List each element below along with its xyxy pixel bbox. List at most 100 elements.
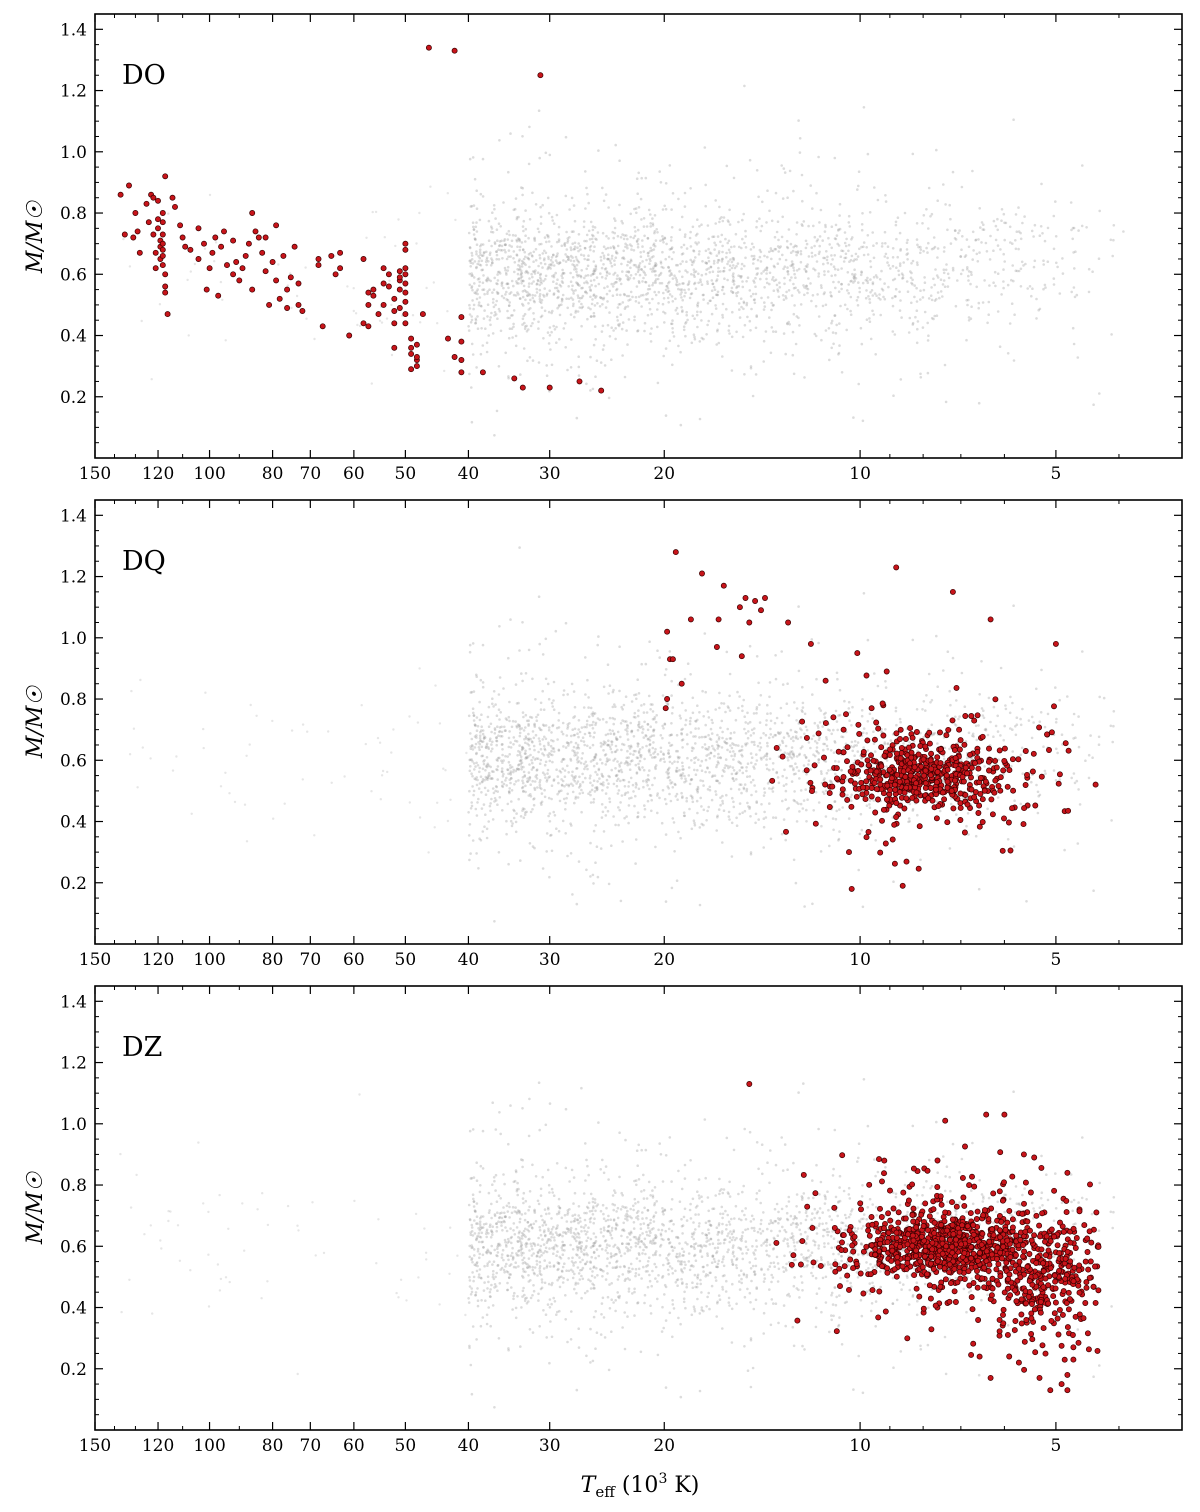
background-point [615, 315, 619, 319]
background-point [896, 255, 899, 259]
background-point [648, 743, 651, 747]
background-point [537, 595, 541, 598]
background-point [614, 823, 617, 827]
background-point [446, 819, 450, 823]
background-point [467, 811, 470, 814]
background-point [695, 788, 699, 791]
background-point [711, 721, 714, 725]
background-point [446, 192, 449, 195]
background-point [833, 800, 837, 803]
background-point [853, 277, 856, 281]
background-point [633, 207, 636, 211]
background-point [527, 236, 530, 240]
background-point [595, 788, 599, 792]
background-point [809, 184, 812, 187]
background-point [561, 758, 564, 761]
data-point [664, 696, 671, 702]
background-point [792, 269, 796, 272]
y-tick-label: 0.6 [60, 265, 87, 285]
background-point [577, 274, 581, 277]
background-point [797, 267, 801, 271]
background-point [584, 274, 588, 278]
background-point [508, 292, 512, 296]
data-point [332, 271, 339, 278]
background-point [550, 330, 553, 334]
background-point [668, 755, 672, 758]
background-point [590, 712, 594, 716]
background-point [1006, 838, 1010, 841]
background-point [737, 274, 740, 278]
background-point [641, 727, 645, 731]
background-point [575, 753, 578, 757]
background-point [781, 197, 785, 200]
background-point [700, 759, 704, 763]
background-point [624, 305, 627, 309]
background-point [801, 685, 804, 689]
background-point [833, 740, 836, 743]
background-point [929, 701, 932, 704]
background-point [619, 768, 623, 772]
background-point [485, 350, 489, 354]
background-point [575, 767, 579, 770]
background-point [599, 361, 603, 364]
background-point [594, 338, 597, 341]
data-point [713, 644, 720, 650]
background-point [706, 280, 709, 283]
background-point [547, 726, 551, 729]
background-point [880, 269, 883, 273]
background-point [573, 727, 577, 731]
background-point [925, 208, 928, 211]
background-point [580, 306, 584, 310]
background-point [610, 740, 613, 743]
background-point [626, 244, 629, 247]
background-point [598, 718, 601, 722]
background-point [670, 743, 674, 747]
background-point [651, 717, 655, 721]
background-point [754, 821, 757, 825]
background-point [518, 753, 522, 756]
background-point [475, 266, 478, 270]
data-point [758, 607, 764, 614]
background-point [837, 244, 841, 247]
background-point [744, 256, 747, 260]
background-point [438, 722, 442, 725]
background-point [616, 252, 619, 255]
background-point [604, 277, 608, 280]
background-point [776, 245, 780, 248]
background-point [759, 756, 763, 760]
background-point [886, 742, 889, 746]
background-point [913, 295, 916, 299]
background-point [605, 760, 609, 763]
background-point [719, 803, 722, 807]
background-point [923, 281, 927, 285]
background-point [1003, 724, 1006, 728]
background-point [537, 320, 540, 324]
background-point [762, 339, 766, 343]
background-point [627, 780, 631, 784]
background-point [778, 246, 781, 250]
background-point [479, 838, 483, 842]
background-point [750, 307, 753, 311]
background-point [617, 806, 620, 809]
background-point [532, 798, 535, 801]
background-point [515, 282, 519, 285]
background-point [681, 746, 684, 749]
background-point [725, 793, 728, 797]
background-point [644, 281, 648, 284]
background-point [518, 267, 522, 271]
background-point [673, 274, 676, 278]
background-point [720, 746, 724, 749]
background-point [858, 286, 861, 290]
background-point [537, 361, 541, 364]
background-point [501, 770, 504, 773]
background-point [730, 821, 734, 825]
background-point [493, 242, 497, 246]
background-point [654, 269, 657, 273]
background-point [723, 766, 726, 770]
background-point [621, 233, 624, 236]
background-point [612, 782, 616, 786]
background-point [654, 281, 657, 285]
background-point [634, 862, 637, 865]
background-point [552, 699, 555, 702]
background-point [681, 298, 684, 302]
